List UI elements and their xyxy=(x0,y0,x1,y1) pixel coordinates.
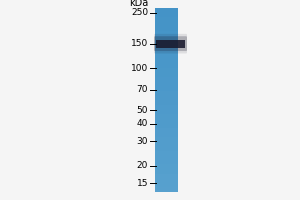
Bar xyxy=(155,114,178,118)
Bar xyxy=(155,105,178,109)
Bar xyxy=(156,40,185,48)
Text: 30: 30 xyxy=(136,137,148,146)
Bar xyxy=(155,72,178,77)
Bar xyxy=(155,118,178,123)
Bar xyxy=(155,8,178,13)
Bar xyxy=(155,132,178,137)
Bar xyxy=(155,45,178,49)
Bar xyxy=(155,141,178,146)
Text: 40: 40 xyxy=(136,119,148,128)
Bar xyxy=(155,169,178,174)
Bar xyxy=(155,183,178,187)
Bar xyxy=(155,178,178,183)
Bar xyxy=(155,26,178,31)
FancyBboxPatch shape xyxy=(154,36,187,51)
Text: 20: 20 xyxy=(136,161,148,170)
Bar xyxy=(155,155,178,160)
Bar xyxy=(155,31,178,36)
Bar xyxy=(155,17,178,22)
Text: 70: 70 xyxy=(136,85,148,94)
Bar xyxy=(155,13,178,17)
Bar xyxy=(155,187,178,192)
Bar xyxy=(155,63,178,68)
Text: 15: 15 xyxy=(136,179,148,188)
Text: 50: 50 xyxy=(136,106,148,115)
Bar xyxy=(155,100,178,105)
Bar xyxy=(155,151,178,155)
Bar xyxy=(155,137,178,141)
Bar xyxy=(155,91,178,95)
Text: 100: 100 xyxy=(131,64,148,73)
Text: kDa: kDa xyxy=(129,0,148,8)
Bar xyxy=(155,40,178,45)
Bar xyxy=(155,146,178,151)
FancyBboxPatch shape xyxy=(154,34,187,53)
Bar xyxy=(155,82,178,86)
Text: 150: 150 xyxy=(131,39,148,48)
Bar xyxy=(155,109,178,114)
Bar xyxy=(155,174,178,178)
Bar xyxy=(155,77,178,82)
Bar xyxy=(155,160,178,164)
Bar xyxy=(155,86,178,91)
Bar xyxy=(155,54,178,59)
Bar xyxy=(155,49,178,54)
Bar xyxy=(155,22,178,26)
Bar xyxy=(155,128,178,132)
Bar xyxy=(155,164,178,169)
Bar xyxy=(155,36,178,40)
Text: 250: 250 xyxy=(131,8,148,17)
Bar xyxy=(155,59,178,63)
Bar xyxy=(155,68,178,72)
Bar xyxy=(155,123,178,128)
Bar xyxy=(155,95,178,100)
